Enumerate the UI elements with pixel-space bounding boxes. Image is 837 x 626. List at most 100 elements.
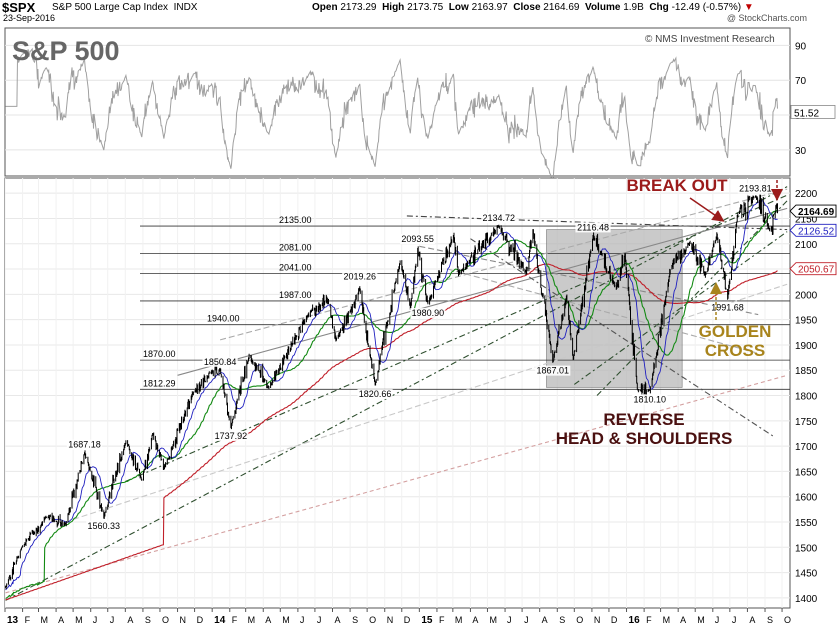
trend-line	[177, 207, 788, 376]
trend-line	[447, 268, 756, 354]
price-tick-label: 1850	[795, 366, 818, 377]
point-label: 1820.66	[359, 389, 392, 399]
trend-line	[419, 245, 759, 316]
open-value: 2173.29	[340, 2, 377, 13]
month-label: F	[232, 615, 238, 625]
price-bars	[5, 194, 778, 590]
month-label: A	[749, 615, 755, 625]
price-tick-label: 1700	[795, 442, 818, 453]
level-label: 2135.00	[279, 215, 312, 225]
chg-label: Chg	[649, 2, 669, 13]
close-label: Close	[513, 2, 541, 13]
point-label: 1687.18	[68, 440, 101, 450]
rsi-tick-label: 70	[795, 76, 807, 87]
month-label: A	[335, 615, 341, 625]
price-tick-label: 1450	[795, 569, 818, 580]
volume-value: 1.9B	[623, 2, 644, 13]
trend-line	[406, 215, 788, 231]
point-label: 2093.55	[401, 234, 434, 244]
month-label: M	[455, 615, 463, 625]
month-label: A	[127, 615, 133, 625]
level-label: 1940.00	[207, 314, 240, 324]
right-value-box	[789, 223, 837, 237]
month-label: D	[404, 615, 411, 625]
volume-label: Volume	[585, 2, 621, 13]
point-label: 2116.48	[577, 222, 609, 232]
month-label: J	[715, 615, 720, 625]
month-label: S	[145, 615, 151, 625]
rsi-value-label: 51.52	[794, 108, 819, 119]
index-name-text: S&P 500 Large Cap Index	[52, 2, 169, 13]
level-label: 2041.00	[279, 263, 312, 273]
index-type: INDX	[173, 2, 198, 13]
point-label: 1560.33	[87, 521, 120, 531]
down-arrow-icon: ▼	[743, 2, 754, 13]
ohlc-readout: Open 2173.29 High 2173.75 Low 2163.97 Cl…	[312, 2, 754, 13]
rsi-tick-label: 30	[795, 146, 807, 157]
price-tick-label: 1600	[795, 493, 818, 504]
month-label: N	[594, 615, 601, 625]
month-label: M	[40, 615, 48, 625]
point-label-bg	[481, 213, 517, 224]
open-label: Open	[312, 2, 338, 13]
month-label: A	[472, 615, 478, 625]
month-label: N	[180, 615, 187, 625]
month-label: O	[784, 615, 791, 625]
chart-date: 23-Sep-2016	[3, 13, 56, 23]
point-label: 1810.10	[634, 394, 667, 404]
month-label: S	[767, 615, 773, 625]
point-label: 2019.26	[343, 272, 376, 282]
month-label: J	[507, 615, 512, 625]
point-label: 2193.81	[739, 183, 772, 193]
right-value-label: 2050.67	[798, 265, 835, 276]
annotation-reverse: REVERSE	[603, 410, 684, 429]
month-label: O	[576, 615, 583, 625]
month-label: J	[524, 615, 529, 625]
sma-mid-line	[5, 209, 778, 599]
price-tick-label: 2150	[795, 214, 818, 225]
month-label: J	[300, 615, 305, 625]
point-label-bg	[86, 520, 122, 531]
price-tick-label: 1550	[795, 518, 818, 529]
sma-short-line	[5, 200, 778, 591]
price-tick-label: 1650	[795, 467, 818, 478]
month-label: N	[387, 615, 394, 625]
point-label-bg	[535, 365, 571, 376]
credit-label: © NMS Investment Research	[645, 34, 775, 45]
month-label: M	[75, 615, 83, 625]
price-tick-label: 1900	[795, 341, 818, 352]
month-label: A	[58, 615, 64, 625]
price-tick-label: 1950	[795, 316, 818, 327]
month-label: M	[663, 615, 671, 625]
month-label: S	[559, 615, 565, 625]
trend-line	[125, 194, 788, 483]
stockcharts-watermark: @ StockCharts.com	[726, 13, 807, 23]
close-value: 2164.69	[543, 2, 580, 13]
chart-header: $SPX S&P 500 Large Cap Index INDX 23-Sep…	[0, 0, 837, 26]
month-label: J	[317, 615, 322, 625]
high-label: High	[382, 2, 405, 13]
month-label: M	[248, 615, 256, 625]
month-label: F	[646, 615, 652, 625]
price-tick-label: 2200	[795, 189, 818, 200]
month-label: D	[197, 615, 204, 625]
month-label: A	[542, 615, 548, 625]
point-label-bg	[357, 389, 393, 400]
level-label: 1870.00	[143, 349, 176, 359]
month-label: M	[489, 615, 497, 625]
trend-line	[72, 283, 788, 520]
rsi-tick-label: 90	[795, 41, 807, 52]
month-label: A	[680, 615, 686, 625]
month-label: M	[697, 615, 705, 625]
right-value-box	[789, 204, 837, 218]
month-label: J	[93, 615, 98, 625]
month-label: 13	[7, 615, 19, 626]
price-tick-label: 2000	[795, 290, 818, 301]
price-tick-label: 1750	[795, 417, 818, 428]
annotation-cross: CROSS	[705, 341, 765, 360]
point-label-bg	[410, 308, 446, 319]
trend-line	[596, 200, 788, 396]
rsi-panel: 3050709051.52S&P 500© NMS Investment Res…	[4, 27, 836, 182]
